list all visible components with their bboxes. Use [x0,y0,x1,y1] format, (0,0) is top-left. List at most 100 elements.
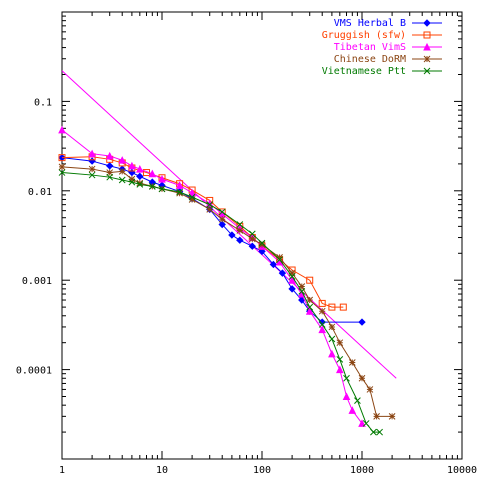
data-point [328,323,336,331]
data-point [58,154,66,162]
data-point [373,412,380,420]
data-point [176,188,183,196]
data-point [276,256,283,263]
data-point [336,365,344,374]
data-point [370,428,377,436]
legend-swatch-marker [423,19,431,27]
data-point [188,193,196,201]
y-tick-label: 0.0001 [16,366,52,377]
data-point [276,254,283,261]
data-point [358,374,366,382]
x-tick-label: 1000 [350,465,374,476]
data-point [328,335,336,343]
axis-ticks: 1 10 100 1000 10000 0.0001 0.001 0.01 0.1 [16,12,477,476]
data-point [136,172,144,181]
data-point [376,428,383,436]
data-point [328,349,336,358]
data-point [248,242,257,250]
data-point [318,321,326,328]
y-tick-label: 0.1 [34,97,52,108]
data-point [298,288,306,295]
data-point [206,201,214,209]
data-point [136,181,144,188]
data-point [318,299,326,307]
data-point [148,169,157,178]
data-point [228,231,236,239]
data-point [175,181,184,189]
series-5 [58,169,383,436]
data-point [58,169,66,176]
data-point [118,176,126,184]
series-layer [58,70,397,436]
data-point [128,168,136,177]
data-point [88,149,96,158]
data-point [176,189,183,197]
series-line [61,157,362,323]
data-point [348,406,357,414]
series-1 [58,153,366,326]
x-tick-label: 10000 [447,465,477,476]
data-point [128,175,136,183]
data-point [298,283,306,290]
series-4 [58,163,396,420]
data-point [339,303,347,311]
data-point [106,162,114,170]
data-point [206,206,214,213]
data-point [336,339,344,347]
data-point [288,273,296,280]
data-point [358,318,366,326]
legend-label: VMS Herbal B [334,18,406,29]
data-point [236,221,244,228]
data-point [306,303,314,311]
data-point [248,230,256,238]
x-tick-label: 1 [59,465,65,476]
data-point [88,157,96,165]
x-tick-label: 100 [253,465,271,476]
data-point [136,164,144,173]
plot-frame [61,11,463,460]
data-point [128,161,136,170]
data-point [318,307,326,315]
data-point [358,419,366,427]
data-point [218,208,226,216]
x-tick-label: 10 [156,465,168,476]
data-point [118,168,126,175]
series-line [61,156,344,308]
data-point [236,236,244,244]
series-line [61,172,380,433]
data-point [306,296,314,304]
legend-label: Gruggish (sfw) [322,30,406,41]
data-point [128,178,136,186]
legend-swatch-marker [423,67,431,75]
data-point [258,239,266,247]
data-point [342,392,351,401]
data-point [305,307,314,315]
data-point [236,227,244,234]
data-point [218,220,226,229]
data-point [218,215,226,223]
data-point [248,235,256,243]
y-tick-label: 0.01 [28,187,52,198]
data-point [354,397,361,404]
data-point [88,171,96,179]
data-point [106,169,114,176]
data-point [106,173,114,181]
legend-swatch-marker [423,42,431,51]
legend-swatch-marker [423,31,431,39]
data-point [328,303,336,311]
data-point [188,196,196,203]
data-point [158,185,166,193]
reference-line [61,70,397,379]
data-point [148,183,156,190]
data-point [58,125,66,134]
data-point [105,151,114,160]
y-tick-label: 0.001 [22,276,52,287]
data-point [258,247,266,256]
legend-label: Chinese DoRM [334,54,406,65]
legend-swatch-marker [423,55,431,63]
data-point [366,386,374,393]
data-point [318,325,327,334]
